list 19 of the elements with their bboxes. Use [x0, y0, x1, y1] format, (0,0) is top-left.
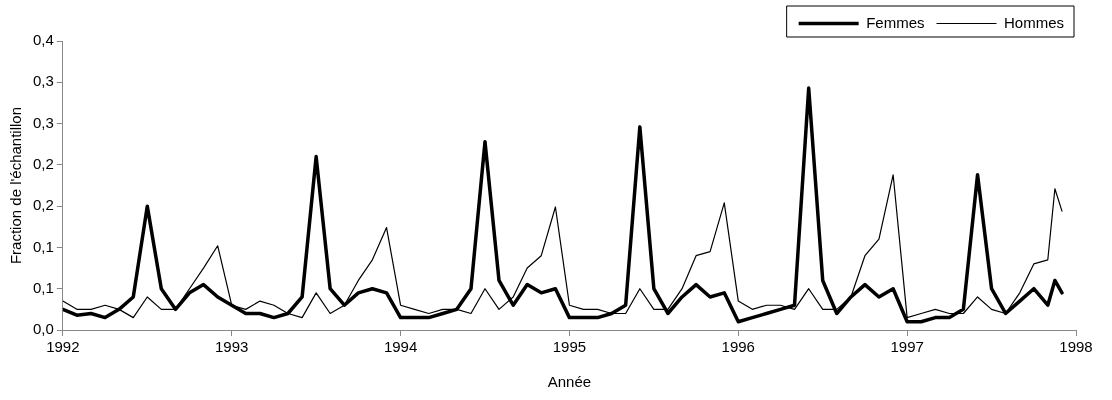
y-tick-label: 0,4: [32, 31, 54, 49]
y-tick-label: 0,1: [32, 278, 54, 296]
x-tick-label: 1992: [46, 338, 80, 356]
legend-label: Hommes: [1003, 13, 1065, 31]
x-tick-label: 1997: [890, 338, 924, 356]
y-tick-label: 0,2: [32, 196, 54, 214]
y-tick-label: 0,0: [32, 320, 54, 338]
x-tick-label: 1993: [215, 338, 249, 356]
y-tick-label: 0,2: [32, 155, 54, 172]
x-axis-title: Année: [547, 373, 592, 391]
legend-label: Femmes: [866, 13, 925, 31]
x-tick-label: 1998: [1059, 338, 1093, 356]
x-tick-label: 1994: [383, 338, 418, 356]
x-tick-label: 1996: [721, 338, 755, 356]
y-axis-title: Fraction de l'échantillon: [7, 106, 25, 265]
y-tick-label: 0,3: [32, 113, 54, 131]
y-tick-label: 0,1: [32, 237, 54, 255]
x-tick-label: 1995: [552, 338, 587, 356]
y-tick-label: 0,3: [32, 72, 54, 90]
